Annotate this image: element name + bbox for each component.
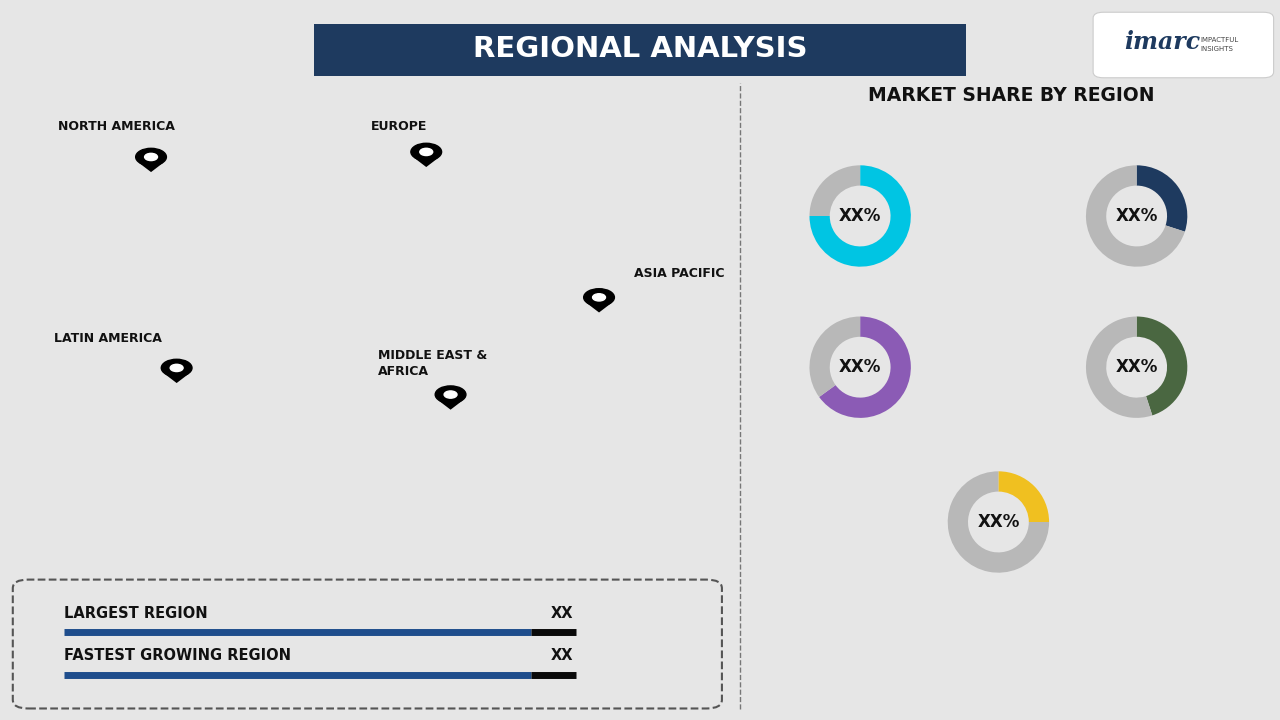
Text: XX%: XX% <box>838 358 882 376</box>
Text: imarc: imarc <box>1124 30 1199 54</box>
Text: EUROPE: EUROPE <box>371 120 428 132</box>
Text: ASIA PACIFIC: ASIA PACIFIC <box>634 267 724 280</box>
Wedge shape <box>819 317 911 418</box>
Polygon shape <box>138 163 164 172</box>
Text: XX%: XX% <box>1115 358 1158 376</box>
Polygon shape <box>164 374 189 383</box>
Polygon shape <box>586 303 612 312</box>
Text: MARKET SHARE BY REGION: MARKET SHARE BY REGION <box>868 86 1155 104</box>
Circle shape <box>145 153 157 161</box>
Text: REGIONAL ANALYSIS: REGIONAL ANALYSIS <box>472 35 808 63</box>
Text: XX%: XX% <box>977 513 1020 531</box>
Wedge shape <box>1085 166 1185 266</box>
Wedge shape <box>1137 166 1188 232</box>
Circle shape <box>435 386 466 403</box>
Text: FASTEST GROWING REGION: FASTEST GROWING REGION <box>64 648 291 662</box>
Text: XX: XX <box>550 606 573 621</box>
Wedge shape <box>809 166 860 216</box>
Wedge shape <box>998 472 1050 522</box>
Circle shape <box>444 391 457 398</box>
Wedge shape <box>1085 317 1152 418</box>
Wedge shape <box>809 166 911 266</box>
Text: MIDDLE EAST &
AFRICA: MIDDLE EAST & AFRICA <box>378 349 486 378</box>
Circle shape <box>411 143 442 161</box>
Text: NORTH AMERICA: NORTH AMERICA <box>58 120 174 132</box>
FancyBboxPatch shape <box>1093 12 1274 78</box>
FancyBboxPatch shape <box>314 24 966 76</box>
Text: XX%: XX% <box>838 207 882 225</box>
Circle shape <box>420 148 433 156</box>
Text: IMPACTFUL
INSIGHTS: IMPACTFUL INSIGHTS <box>1201 37 1239 52</box>
FancyBboxPatch shape <box>13 580 722 708</box>
Text: LARGEST REGION: LARGEST REGION <box>64 606 207 621</box>
Circle shape <box>584 289 614 306</box>
Polygon shape <box>438 400 463 410</box>
Text: XX%: XX% <box>1115 207 1158 225</box>
Wedge shape <box>1137 317 1188 415</box>
Wedge shape <box>809 317 860 397</box>
Text: XX: XX <box>550 648 573 662</box>
Wedge shape <box>947 472 1050 572</box>
Circle shape <box>161 359 192 377</box>
Polygon shape <box>413 158 439 167</box>
Circle shape <box>593 294 605 301</box>
Text: LATIN AMERICA: LATIN AMERICA <box>54 332 161 345</box>
Circle shape <box>136 148 166 166</box>
Circle shape <box>170 364 183 372</box>
